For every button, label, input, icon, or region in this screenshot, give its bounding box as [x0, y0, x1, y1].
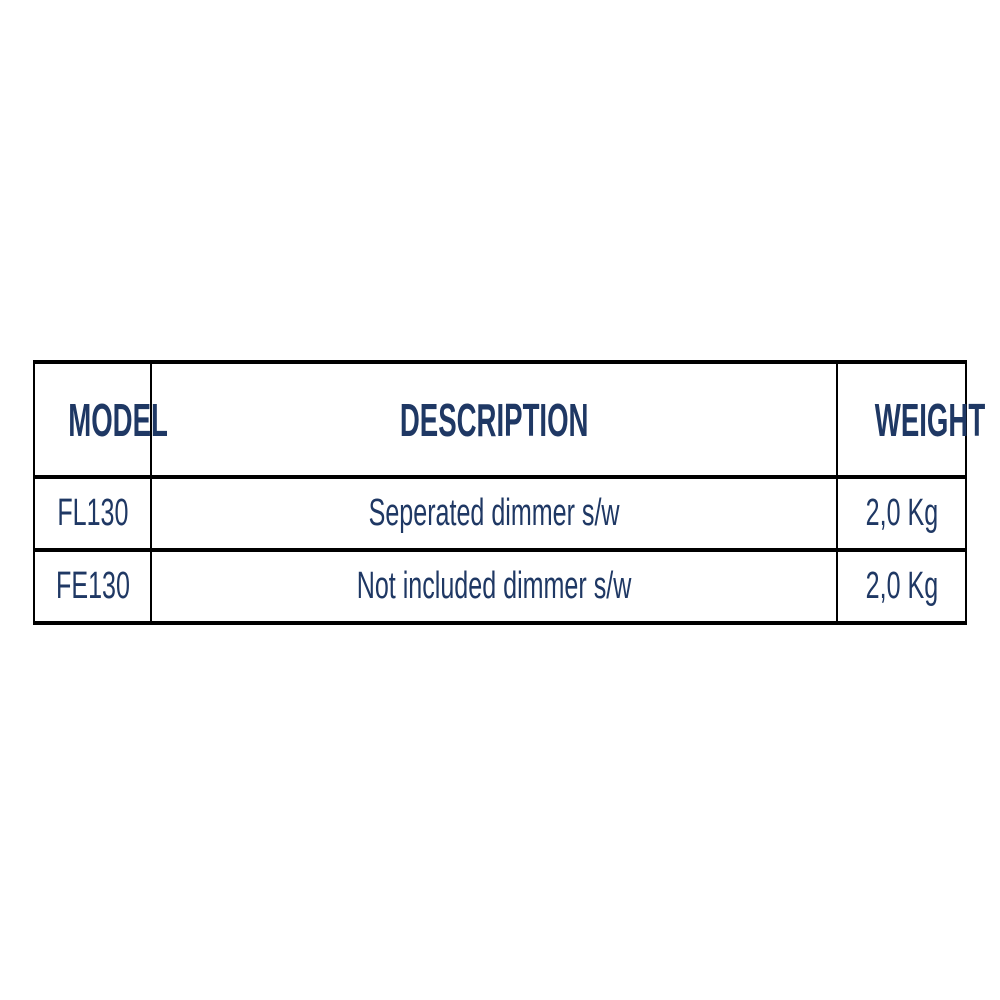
description-value: Seperated dimmer s/w [368, 492, 620, 534]
cell-model: FE130 [33, 550, 152, 625]
cell-weight: 2,0 Kg [836, 550, 967, 625]
spec-table: MODEL DESCRIPTION WEIGHT FL130 S [33, 360, 985, 625]
column-header-weight: WEIGHT [836, 360, 985, 479]
column-header-weight-label: WEIGHT [874, 393, 986, 446]
column-header-model-label: MODEL [68, 393, 168, 446]
cell-description: Seperated dimmer s/w [150, 477, 838, 552]
model-value: FE130 [55, 565, 130, 607]
header-row: MODEL DESCRIPTION WEIGHT [33, 360, 985, 479]
column-header-description: DESCRIPTION [150, 360, 838, 479]
description-value: Not included dimmer s/w [356, 565, 632, 607]
cell-model: FL130 [33, 477, 152, 552]
table-row: FL130 Seperated dimmer s/w 2,0 Kg [33, 477, 967, 552]
weight-value: 2,0 Kg [865, 492, 938, 534]
column-header-description-label: DESCRIPTION [399, 393, 589, 446]
spec-table-container: MODEL DESCRIPTION WEIGHT FL130 S [33, 360, 985, 625]
weight-value: 2,0 Kg [865, 565, 938, 607]
cell-description: Not included dimmer s/w [150, 550, 838, 625]
column-header-model: MODEL [33, 360, 168, 479]
cell-weight: 2,0 Kg [836, 477, 967, 552]
table-row: FE130 Not included dimmer s/w 2,0 Kg [33, 550, 967, 625]
model-value: FL130 [56, 492, 129, 534]
